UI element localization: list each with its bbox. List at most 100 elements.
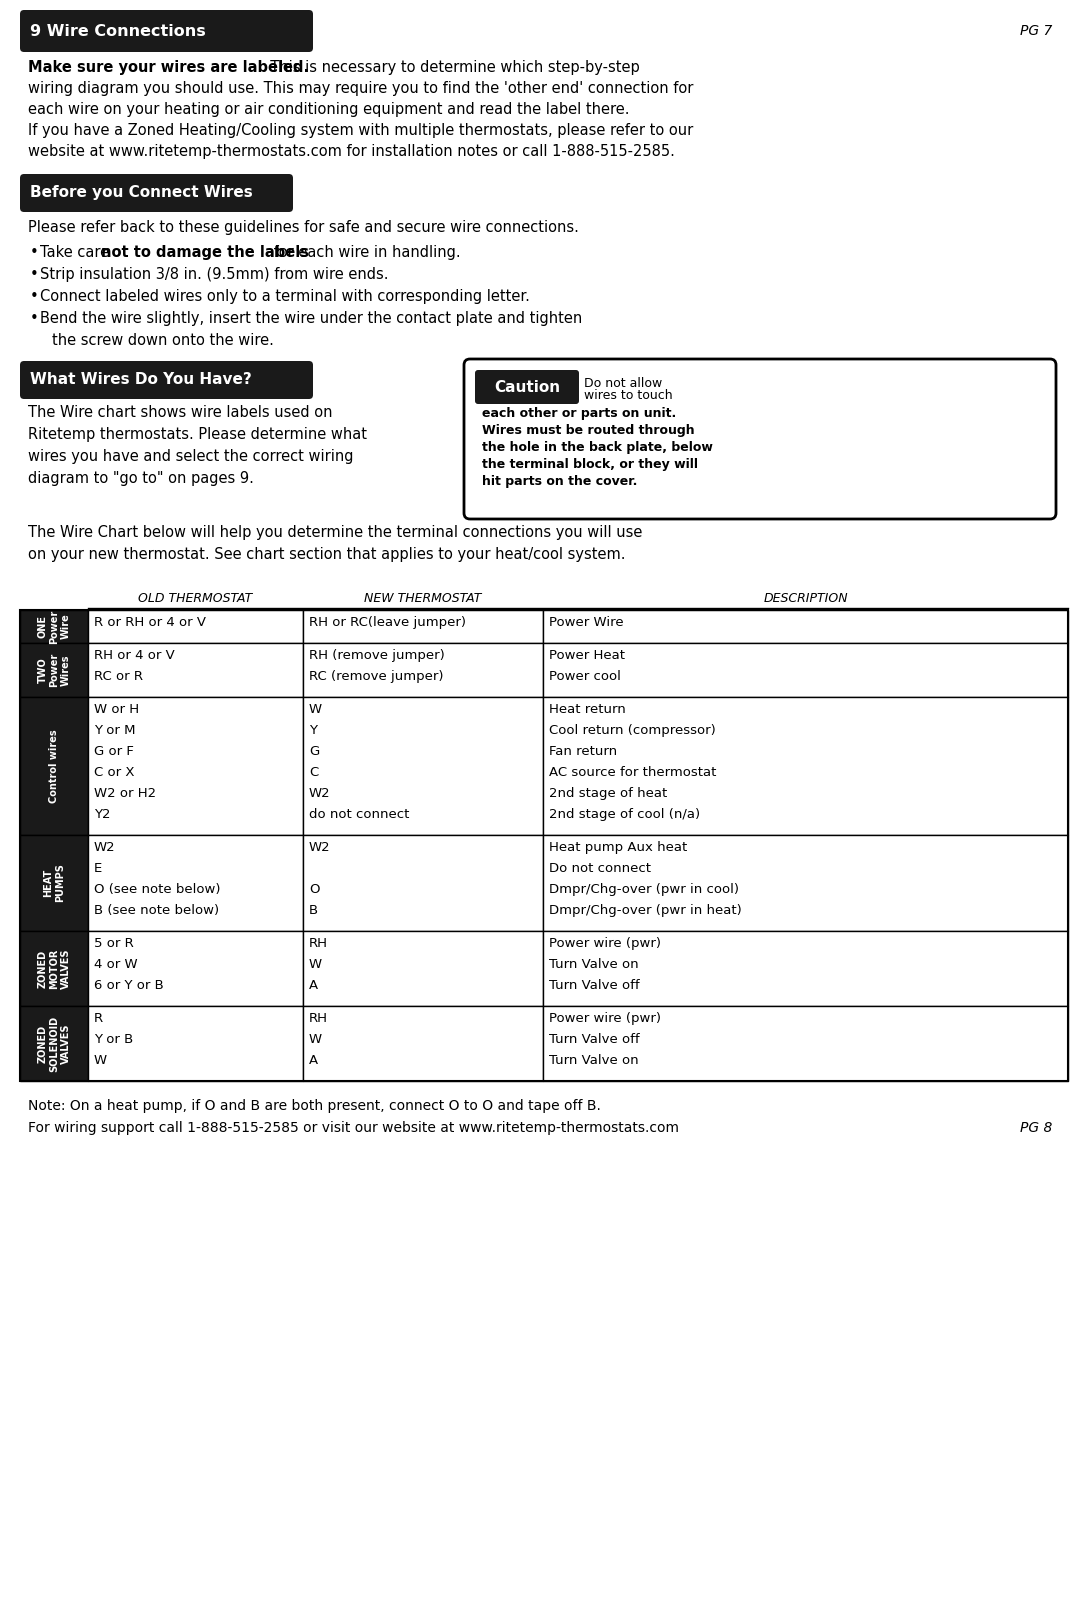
Text: W: W [309,1033,322,1046]
Text: Heat pump Aux heat: Heat pump Aux heat [549,841,687,854]
Text: G: G [309,745,320,758]
Bar [87,1006,303,1081]
Text: •: • [30,310,39,326]
Text: W2: W2 [309,841,330,854]
Text: wires to touch: wires to touch [584,389,673,401]
Text: 4 or W: 4 or W [94,958,137,971]
Text: Power cool: Power cool [549,670,621,683]
Text: Y or M: Y or M [94,724,135,737]
Text: diagram to "go to" on pages 9.: diagram to "go to" on pages 9. [28,472,254,486]
Text: HEAT
PUMPS: HEAT PUMPS [43,863,65,902]
Text: the screw down onto the wire.: the screw down onto the wire. [52,333,274,349]
Text: TWO
Power
Wires: TWO Power Wires [38,652,70,688]
Text: wiring diagram you should use. This may require you to find the 'other end' conn: wiring diagram you should use. This may … [28,82,693,96]
Text: Cool return (compressor): Cool return (compressor) [549,724,716,737]
Bar [543,835,1068,931]
FancyBboxPatch shape [21,10,313,53]
Text: the hole in the back plate, below: the hole in the back plate, below [482,441,713,454]
Text: C or X: C or X [94,766,135,779]
Bar [303,643,543,697]
Text: W: W [94,1054,107,1067]
Text: Make sure your wires are labeled.: Make sure your wires are labeled. [28,61,309,75]
Text: G or F: G or F [94,745,134,758]
Text: W: W [309,704,322,716]
Text: wires you have and select the correct wiring: wires you have and select the correct wi… [28,449,353,464]
Bar [87,697,303,835]
Text: W or H: W or H [94,704,139,716]
Text: Heat return: Heat return [549,704,625,716]
Text: on your new thermostat. See chart section that applies to your heat/cool system.: on your new thermostat. See chart sectio… [28,547,625,561]
Text: PG 7: PG 7 [1020,24,1052,38]
Text: •: • [30,289,39,304]
Bar [21,697,87,835]
Text: OLD THERMOSTAT: OLD THERMOSTAT [138,592,253,604]
Bar [87,931,303,1006]
Text: Dmpr/Chg-over (pwr in cool): Dmpr/Chg-over (pwr in cool) [549,883,739,895]
Text: Dmpr/Chg-over (pwr in heat): Dmpr/Chg-over (pwr in heat) [549,903,742,916]
Text: Power Heat: Power Heat [549,649,625,662]
Bar [543,931,1068,1006]
Text: Note: On a heat pump, if O and B are both present, connect O to O and tape off B: Note: On a heat pump, if O and B are bot… [28,1099,600,1113]
Text: Ritetemp thermostats. Please determine what: Ritetemp thermostats. Please determine w… [28,427,367,441]
Text: not to damage the labels: not to damage the labels [102,245,309,261]
FancyBboxPatch shape [21,174,293,213]
Text: Turn Valve on: Turn Valve on [549,958,638,971]
Bar [21,609,87,643]
Text: 5 or R: 5 or R [94,937,134,950]
Bar [87,609,303,643]
Text: Fan return: Fan return [549,745,617,758]
Text: NEW THERMOSTAT: NEW THERMOSTAT [364,592,482,604]
Text: do not connect: do not connect [309,807,409,820]
Text: •: • [30,267,39,281]
Text: Do not allow: Do not allow [584,377,662,390]
Bar [303,931,543,1006]
FancyBboxPatch shape [475,369,579,405]
Text: Control wires: Control wires [49,729,59,803]
Text: Turn Valve off: Turn Valve off [549,979,639,991]
Bar [21,609,1068,1081]
Bar [303,697,543,835]
Text: Power wire (pwr): Power wire (pwr) [549,1012,661,1025]
Text: Y: Y [309,724,318,737]
Text: Bend the wire slightly, insert the wire under the contact plate and tighten: Bend the wire slightly, insert the wire … [40,310,582,326]
Text: ZONED
MOTOR
VALVES: ZONED MOTOR VALVES [38,948,70,988]
Text: The Wire Chart below will help you determine the terminal connections you will u: The Wire Chart below will help you deter… [28,524,643,540]
Text: for each wire in handling.: for each wire in handling. [269,245,461,261]
Text: W2: W2 [309,787,330,800]
FancyBboxPatch shape [464,360,1056,520]
Text: O: O [309,883,320,895]
Bar [303,609,543,643]
Text: W: W [309,958,322,971]
Text: B: B [309,903,319,916]
Bar [21,1006,87,1081]
Text: E: E [94,862,103,875]
Text: 2nd stage of heat: 2nd stage of heat [549,787,667,800]
Text: Take care: Take care [40,245,113,261]
Text: C: C [309,766,319,779]
Text: •: • [30,245,39,261]
Text: hit parts on the cover.: hit parts on the cover. [482,475,637,488]
Text: ZONED
SOLENOID
VALVES: ZONED SOLENOID VALVES [38,1015,70,1071]
Text: RH: RH [309,937,328,950]
Bar [87,835,303,931]
Text: W2 or H2: W2 or H2 [94,787,157,800]
Text: the terminal block, or they will: the terminal block, or they will [482,457,698,472]
Bar [543,643,1068,697]
Text: Y or B: Y or B [94,1033,133,1046]
Text: Caution: Caution [494,379,561,395]
Text: RH or 4 or V: RH or 4 or V [94,649,175,662]
Text: If you have a Zoned Heating/Cooling system with multiple thermostats, please ref: If you have a Zoned Heating/Cooling syst… [28,123,693,138]
Bar [21,931,87,1006]
Text: B (see note below): B (see note below) [94,903,219,916]
Bar [543,697,1068,835]
Text: Turn Valve on: Turn Valve on [549,1054,638,1067]
Text: W2: W2 [94,841,116,854]
Text: RC (remove jumper): RC (remove jumper) [309,670,444,683]
Text: A: A [309,979,319,991]
Bar [303,835,543,931]
Text: Connect labeled wires only to a terminal with corresponding letter.: Connect labeled wires only to a terminal… [40,289,530,304]
Text: Do not connect: Do not connect [549,862,651,875]
Text: 6 or Y or B: 6 or Y or B [94,979,164,991]
Text: RH: RH [309,1012,328,1025]
Text: For wiring support call 1-888-515-2585 or visit our website at www.ritetemp-ther: For wiring support call 1-888-515-2585 o… [28,1121,679,1135]
